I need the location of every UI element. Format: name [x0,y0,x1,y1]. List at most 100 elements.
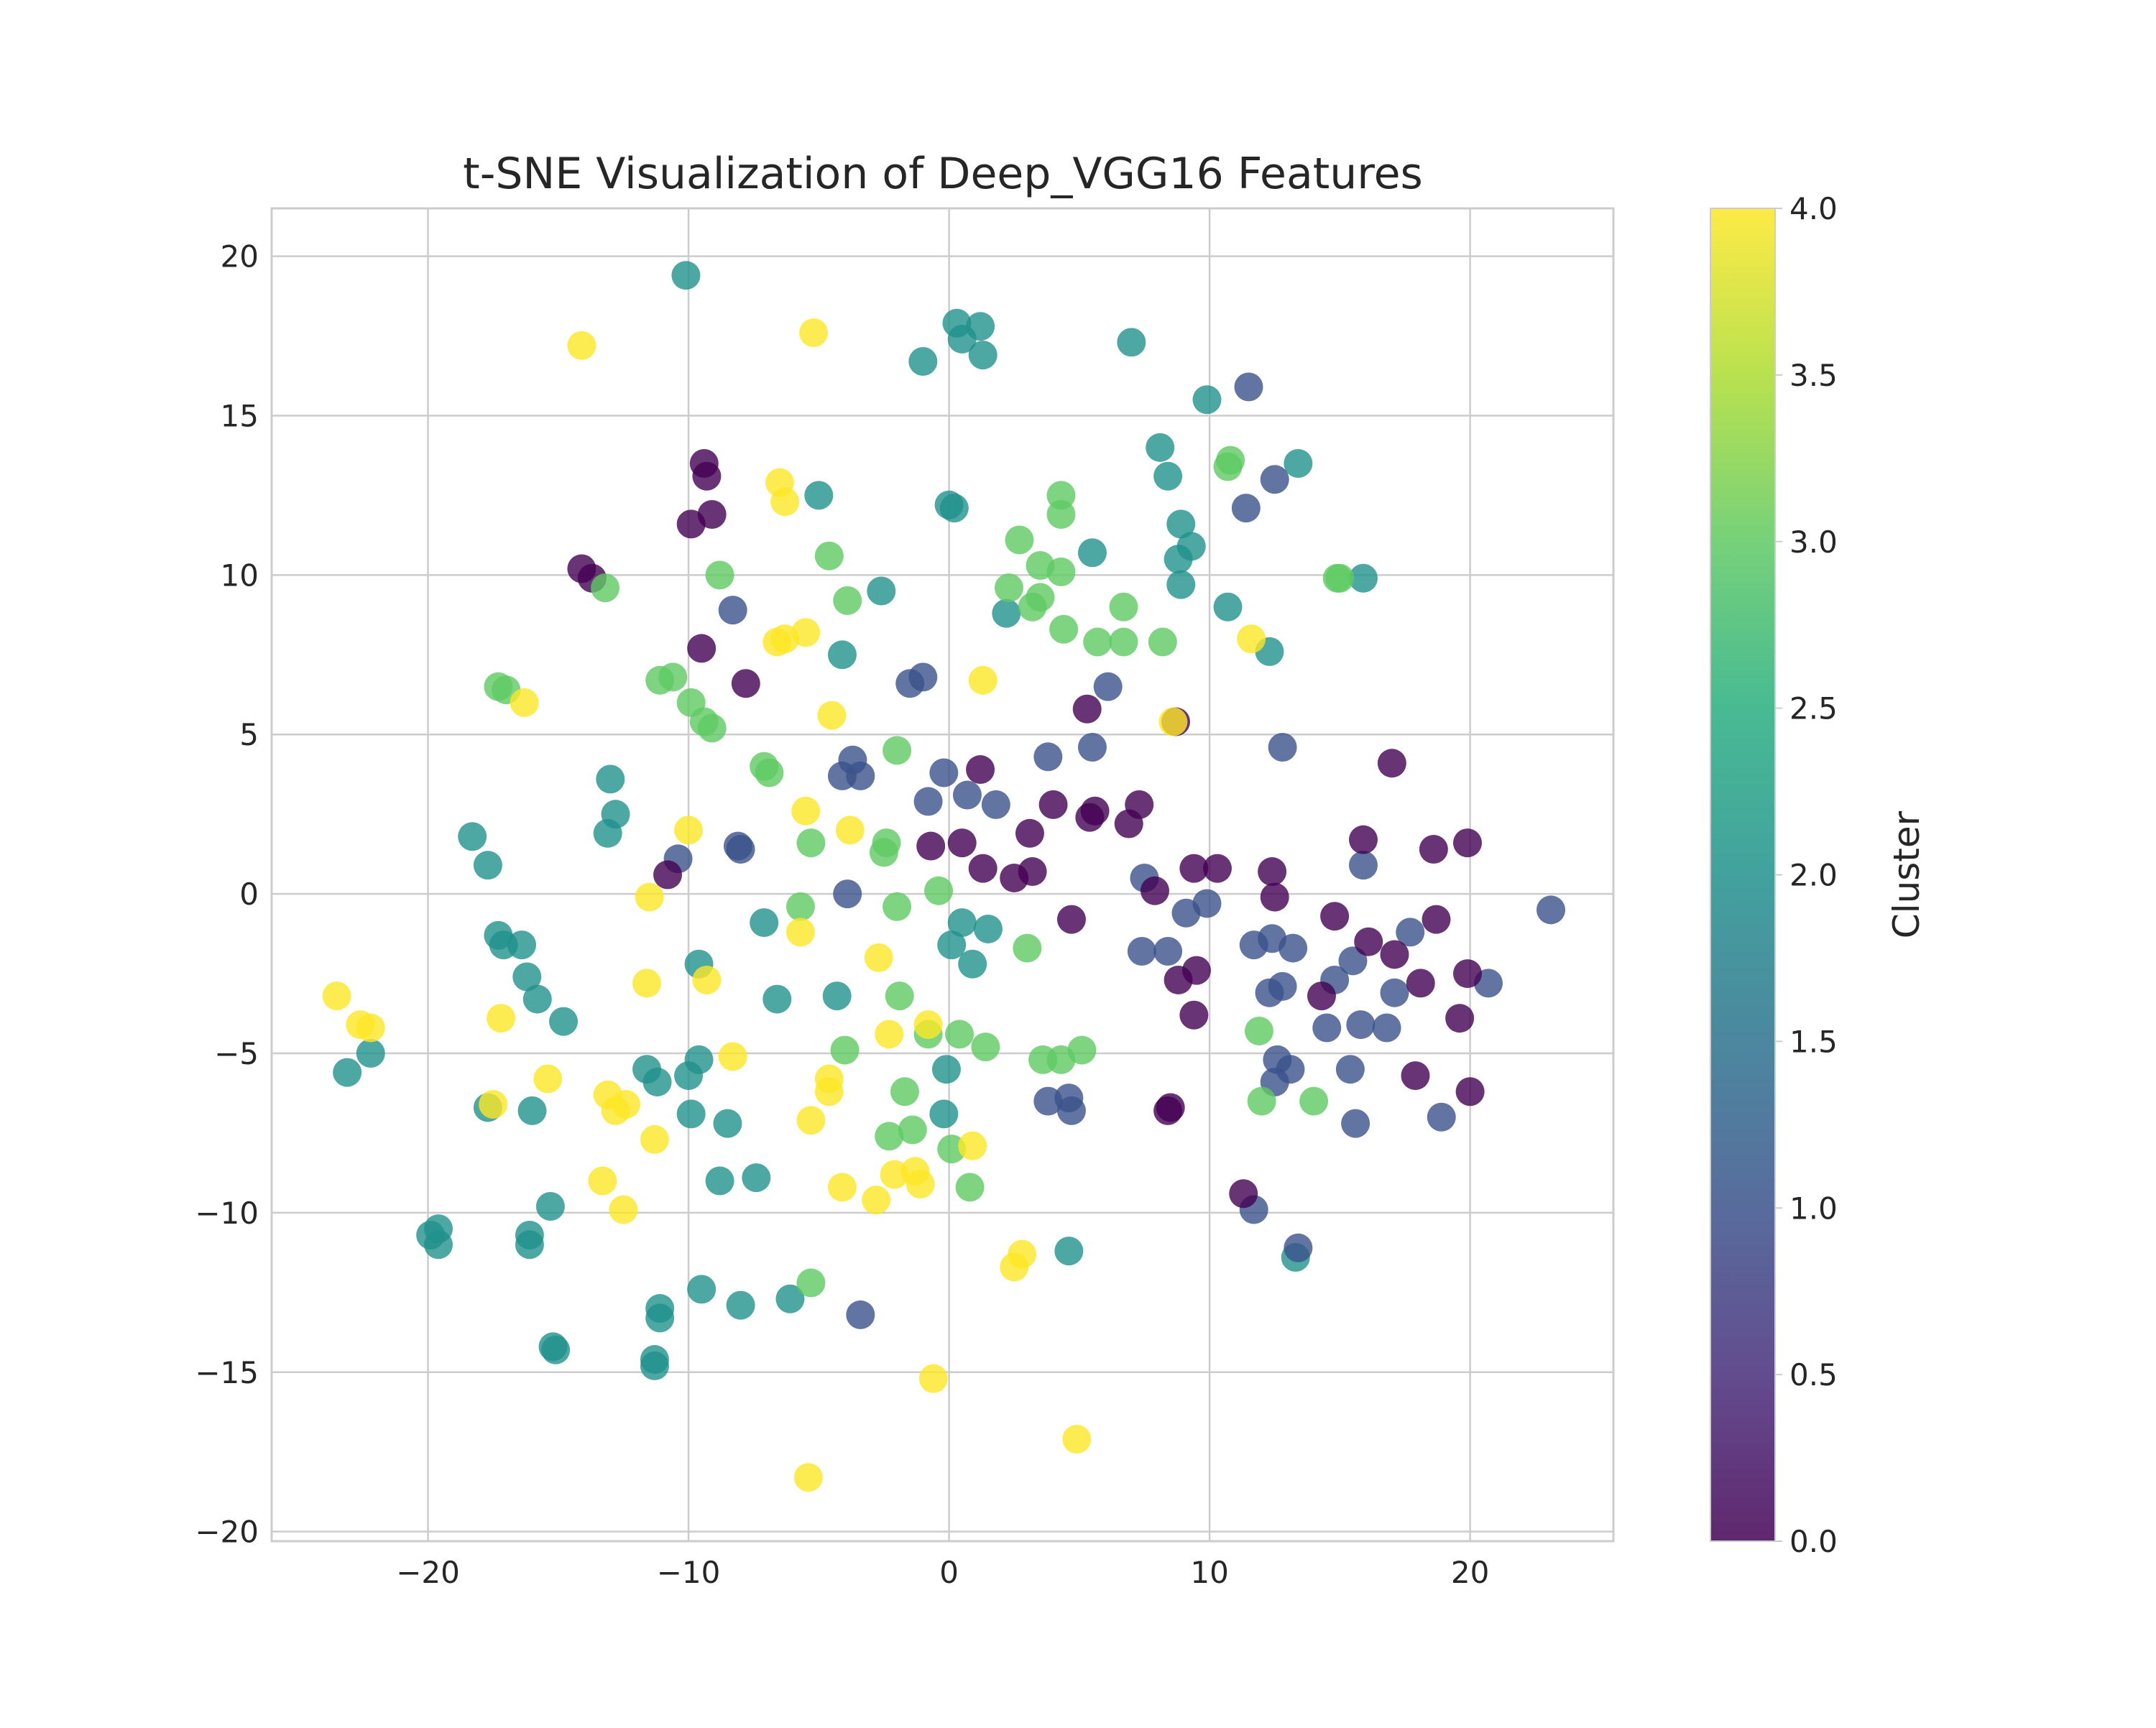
data-point [971,1032,1000,1062]
data-point [750,908,779,938]
data-point [1015,818,1044,848]
data-point [1279,933,1308,963]
colorbar-tick-label: 4.0 [1789,191,1838,226]
data-point [895,669,925,698]
data-point [609,1195,638,1224]
data-point [890,1077,919,1106]
data-point [458,822,487,851]
data-point [718,596,747,625]
data-point [1307,981,1336,1011]
data-point [898,1115,927,1145]
data-point [918,1364,948,1393]
data-point [1140,876,1169,905]
data-point [869,838,898,867]
data-point [705,1166,734,1196]
data-point [742,1163,771,1193]
data-point [1049,614,1079,644]
data-point [687,634,717,663]
data-point [931,1055,961,1084]
data-point [522,984,552,1014]
data-point [791,796,821,826]
data-point [674,1061,704,1091]
data-point [726,1290,755,1320]
data-point [512,962,542,992]
data-point [968,854,998,883]
data-point [541,1335,571,1364]
data-point [1179,854,1209,883]
data-point [1018,592,1047,622]
data-point [1372,1013,1401,1043]
data-point [1322,563,1352,593]
data-point [1335,1055,1365,1084]
data-point [1231,494,1261,523]
data-point [992,599,1021,628]
data-point [763,984,792,1014]
data-point [674,816,704,845]
data-point [1299,1086,1329,1116]
data-point [1179,1000,1209,1030]
data-point [1056,1096,1086,1125]
colorbar: 0.0 0.5 1.0 1.5 2.0 2.5 3.0 3.5 4.0 [1710,191,1838,1559]
data-point [1046,557,1076,586]
data-point [588,1166,617,1196]
data-point [333,1058,362,1087]
data-point [676,1099,706,1129]
data-point [883,892,912,921]
data-point [906,1169,935,1198]
data-point [804,481,834,510]
data-point [635,882,664,912]
data-point [479,1090,508,1119]
data-point [916,831,946,861]
data-point [1166,570,1196,599]
x-tick-label: 0 [939,1555,959,1590]
data-point [1038,790,1068,819]
colorbar-gradient [1710,208,1776,1542]
y-tick-label: 15 [221,398,259,433]
data-point [817,701,847,730]
data-point [1077,538,1107,568]
data-point [994,573,1023,603]
x-tick-label: 10 [1190,1555,1228,1590]
data-point [549,1007,579,1036]
data-point [846,1300,875,1329]
data-point [718,1042,747,1071]
data-point [755,758,784,787]
data-point [1234,372,1263,402]
data-point [1244,1016,1273,1045]
data-point [632,969,662,998]
data-point [593,818,622,848]
data-point [640,1351,669,1380]
data-point [1056,905,1086,934]
data-point [1354,927,1383,956]
data-point [1260,882,1289,912]
data-point [1406,969,1435,998]
data-point [1000,1252,1029,1282]
data-point [981,790,1010,819]
data-point [1148,627,1177,657]
data-point [653,860,683,890]
x-tick-label: −10 [657,1555,721,1590]
data-point [929,1099,959,1129]
data-point [1213,452,1243,481]
data-point [642,1067,672,1096]
data-point [793,1463,823,1492]
data-point [1268,732,1297,762]
data-point [1284,449,1313,479]
data-point [507,930,537,960]
data-point [924,876,954,905]
data-point [473,851,502,880]
data-point [814,541,844,570]
y-tick-label: 20 [221,239,259,274]
scatter-points [322,261,1565,1492]
data-point [1419,834,1448,864]
data-point [947,324,977,354]
data-point [968,341,998,370]
data-point [955,1173,985,1202]
data-point [1164,965,1193,994]
data-point [1452,828,1482,858]
data-point [692,965,722,994]
x-tick-label: 20 [1451,1555,1489,1590]
data-point [1452,959,1482,989]
data-point [973,914,1003,943]
